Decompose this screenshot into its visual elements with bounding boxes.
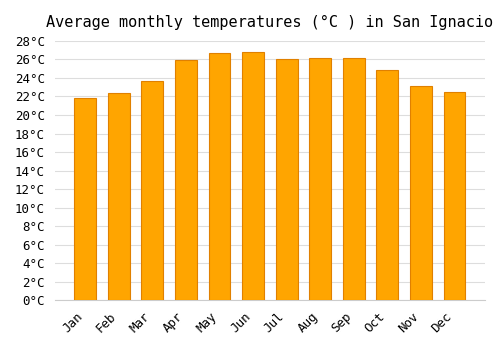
Bar <box>343 58 364 300</box>
Bar <box>108 93 130 300</box>
Bar <box>142 81 164 300</box>
Bar <box>376 70 398 300</box>
Bar <box>208 53 231 300</box>
Bar <box>242 52 264 300</box>
Bar <box>276 60 297 300</box>
Bar <box>444 92 466 300</box>
Bar <box>310 58 331 300</box>
Bar <box>175 60 197 300</box>
Bar <box>74 98 96 300</box>
Title: Average monthly temperatures (°C ) in San Ignacio: Average monthly temperatures (°C ) in Sa… <box>46 15 494 30</box>
Bar <box>410 86 432 300</box>
